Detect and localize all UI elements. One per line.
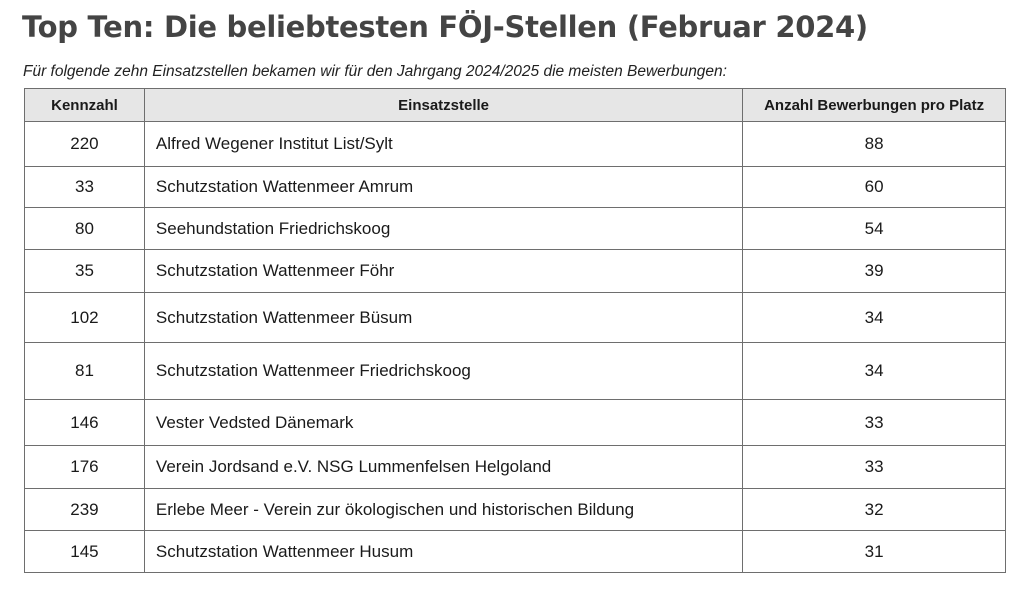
cell-bewerbungen: 60 (742, 166, 1006, 208)
cell-einsatzstelle: Alfred Wegener Institut List/Sylt (143, 121, 744, 167)
cell-einsatzstelle: Verein Jordsand e.V. NSG Lummenfelsen He… (143, 445, 744, 489)
page-subtitle: Für folgende zehn Einsatzstellen bekamen… (23, 63, 727, 80)
cell-einsatzstelle: Vester Vedsted Dänemark (143, 399, 744, 446)
cell-bewerbungen: 88 (742, 121, 1006, 167)
cell-bewerbungen: 32 (742, 488, 1006, 531)
cell-einsatzstelle: Erlebe Meer - Verein zur ökologischen un… (143, 488, 744, 531)
page-title: Top Ten: Die beliebtesten FÖJ-Stellen (F… (22, 10, 868, 44)
cell-kennzahl: 102 (24, 292, 145, 343)
cell-bewerbungen: 54 (742, 207, 1006, 250)
cell-bewerbungen: 33 (742, 445, 1006, 489)
cell-kennzahl: 176 (24, 445, 145, 489)
table-row: 146 Vester Vedsted Dänemark 33 (24, 399, 1006, 446)
cell-einsatzstelle: Seehundstation Friedrichskoog (143, 207, 744, 250)
cell-bewerbungen: 31 (742, 530, 1006, 573)
table-row: 239 Erlebe Meer - Verein zur ökologischen… (24, 488, 1006, 531)
table-row: 220 Alfred Wegener Institut List/Sylt 88 (24, 121, 1006, 167)
cell-kennzahl: 145 (24, 530, 145, 573)
cell-einsatzstelle: Schutzstation Wattenmeer Büsum (143, 292, 744, 343)
table-row: 176 Verein Jordsand e.V. NSG Lummenfelsen… (24, 445, 1006, 489)
cell-bewerbungen: 34 (742, 292, 1006, 343)
header-bewerbungen: Anzahl Bewerbungen pro Platz (742, 88, 1006, 122)
cell-kennzahl: 35 (24, 249, 145, 293)
table-row: 145 Schutzstation Wattenmeer Husum 31 (24, 530, 1006, 573)
cell-kennzahl: 239 (24, 488, 145, 531)
table-row: 80 Seehundstation Friedrichskoog 54 (24, 207, 1006, 250)
cell-einsatzstelle: Schutzstation Wattenmeer Föhr (143, 249, 744, 293)
table-row: 102 Schutzstation Wattenmeer Büsum 34 (24, 292, 1006, 343)
table-row: 81 Schutzstation Wattenmeer Friedrichskoo… (24, 342, 1006, 400)
cell-kennzahl: 146 (24, 399, 145, 446)
cell-kennzahl: 80 (24, 207, 145, 250)
top-ten-table: Kennzahl Einsatzstelle Anzahl Bewerbunge… (24, 88, 1006, 573)
cell-einsatzstelle: Schutzstation Wattenmeer Amrum (143, 166, 744, 208)
cell-einsatzstelle: Schutzstation Wattenmeer Husum (143, 530, 744, 573)
table-row: 33 Schutzstation Wattenmeer Amrum 60 (24, 166, 1006, 208)
cell-bewerbungen: 34 (742, 342, 1006, 400)
cell-kennzahl: 220 (24, 121, 145, 167)
cell-bewerbungen: 33 (742, 399, 1006, 446)
cell-kennzahl: 33 (24, 166, 145, 208)
cell-einsatzstelle: Schutzstation Wattenmeer Friedrichskoog (143, 342, 744, 400)
cell-bewerbungen: 39 (742, 249, 1006, 293)
header-einsatzstelle: Einsatzstelle (143, 88, 744, 122)
header-kennzahl: Kennzahl (24, 88, 145, 122)
table-row: 35 Schutzstation Wattenmeer Föhr 39 (24, 249, 1006, 293)
cell-kennzahl: 81 (24, 342, 145, 400)
header-row: Kennzahl Einsatzstelle Anzahl Bewerbunge… (24, 88, 1006, 122)
